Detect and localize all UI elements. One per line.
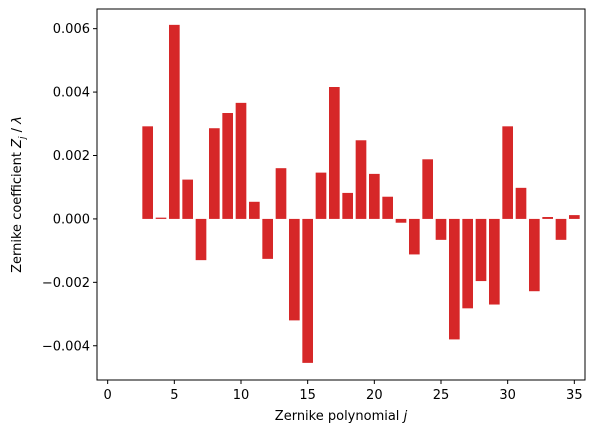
- bar-j21: [382, 196, 393, 219]
- bar-j30: [502, 126, 513, 219]
- bar-j17: [329, 87, 340, 219]
- bar-j15: [302, 218, 313, 363]
- bar-j27: [462, 218, 473, 309]
- x-tick-label: 35: [566, 388, 583, 403]
- bar-j18: [342, 192, 353, 219]
- bar-j3: [142, 126, 153, 219]
- bar-j23: [409, 218, 420, 255]
- x-tick-label: 20: [366, 388, 383, 403]
- bars-group: [142, 24, 580, 363]
- bar-j9: [222, 113, 233, 219]
- bar-j10: [235, 102, 247, 219]
- y-tick-label: 0.000: [53, 212, 90, 227]
- bar-j13: [275, 168, 287, 219]
- x-tick-label: 25: [433, 388, 450, 403]
- bar-j29: [489, 218, 500, 305]
- bar-j24: [422, 159, 433, 219]
- x-tick-label: 0: [104, 388, 112, 403]
- bar-j32: [529, 218, 540, 292]
- plot-frame: [96, 8, 586, 381]
- y-tick-label: 0.002: [53, 149, 90, 164]
- bar-j11: [249, 201, 260, 219]
- bar-j25: [435, 218, 447, 240]
- y-tick-label: −0.004: [42, 339, 90, 354]
- x-axis-ticks: 0 5 10 15 20 25 30 35: [104, 380, 583, 403]
- bar-j7: [195, 218, 207, 261]
- x-tick-label: 10: [233, 388, 250, 403]
- y-tick-label: 0.006: [53, 22, 90, 37]
- bar-j22: [395, 218, 407, 223]
- bar-j8: [209, 128, 220, 219]
- bar-j35: [569, 215, 580, 219]
- bar-j26: [449, 218, 460, 340]
- y-tick-label: −0.002: [42, 276, 90, 291]
- x-tick-label: 15: [299, 388, 316, 403]
- bar-j14: [289, 218, 300, 321]
- y-axis-label: Zernike coefficient Zj / λ: [10, 116, 28, 273]
- y-tick-label: 0.004: [53, 86, 90, 101]
- bar-j12: [262, 218, 273, 259]
- bar-j5: [169, 24, 180, 219]
- bar-j19: [355, 140, 367, 219]
- x-tick-label: 5: [170, 388, 178, 403]
- x-tick-label: 30: [499, 388, 516, 403]
- bar-j33: [542, 217, 553, 219]
- bar-j4: [155, 217, 167, 219]
- bar-j31: [515, 187, 527, 219]
- bar-j34: [555, 218, 567, 240]
- bar-j16: [315, 172, 327, 219]
- bar-j6: [182, 179, 193, 219]
- y-axis-ticks: −0.004 −0.002 0.000 0.002 0.004 0.006: [42, 22, 97, 354]
- x-axis-label: Zernike polynomial j: [275, 409, 408, 424]
- bar-j20: [369, 173, 380, 219]
- bar-j28: [475, 218, 487, 282]
